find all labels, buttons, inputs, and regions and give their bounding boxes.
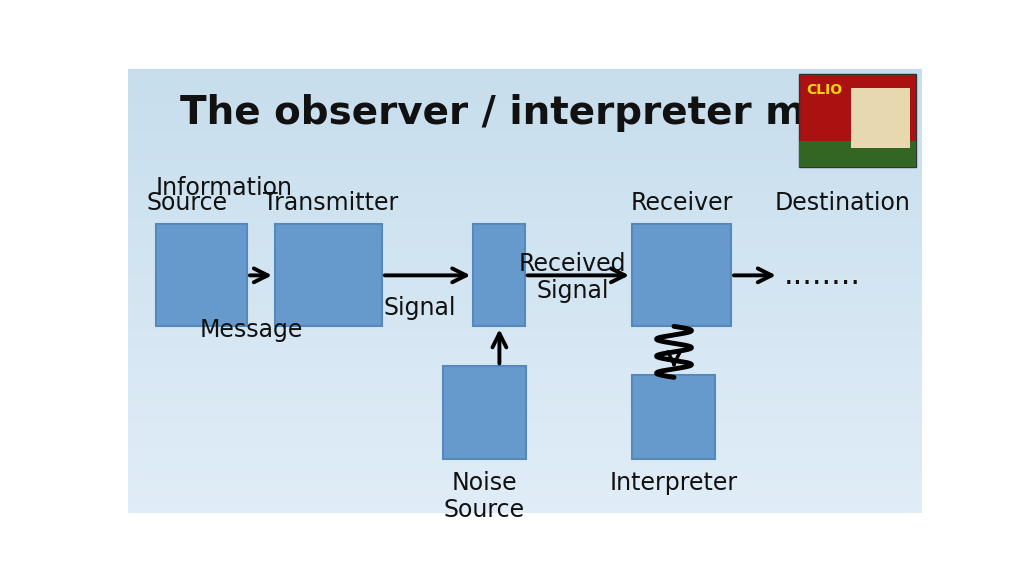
FancyBboxPatch shape bbox=[851, 88, 910, 148]
Text: CLIO: CLIO bbox=[806, 84, 843, 97]
Text: ........: ........ bbox=[784, 261, 861, 290]
FancyBboxPatch shape bbox=[632, 224, 731, 327]
FancyBboxPatch shape bbox=[274, 224, 382, 327]
FancyBboxPatch shape bbox=[632, 375, 715, 460]
Text: Source: Source bbox=[147, 191, 228, 215]
Text: The observer / interpreter model: The observer / interpreter model bbox=[179, 94, 899, 132]
Text: Information: Information bbox=[156, 176, 293, 200]
Text: Transmitter: Transmitter bbox=[263, 191, 398, 215]
Text: Receiver: Receiver bbox=[631, 191, 733, 215]
Text: Received
Signal: Received Signal bbox=[519, 252, 626, 304]
Text: Interpreter: Interpreter bbox=[610, 471, 738, 495]
FancyBboxPatch shape bbox=[473, 224, 524, 327]
Text: Destination: Destination bbox=[774, 191, 910, 215]
FancyBboxPatch shape bbox=[156, 224, 247, 327]
FancyBboxPatch shape bbox=[799, 74, 916, 166]
Text: Signal: Signal bbox=[384, 296, 457, 320]
Text: Message: Message bbox=[200, 318, 303, 342]
FancyBboxPatch shape bbox=[799, 141, 916, 166]
Text: Noise
Source: Noise Source bbox=[443, 471, 525, 522]
FancyBboxPatch shape bbox=[443, 366, 526, 460]
